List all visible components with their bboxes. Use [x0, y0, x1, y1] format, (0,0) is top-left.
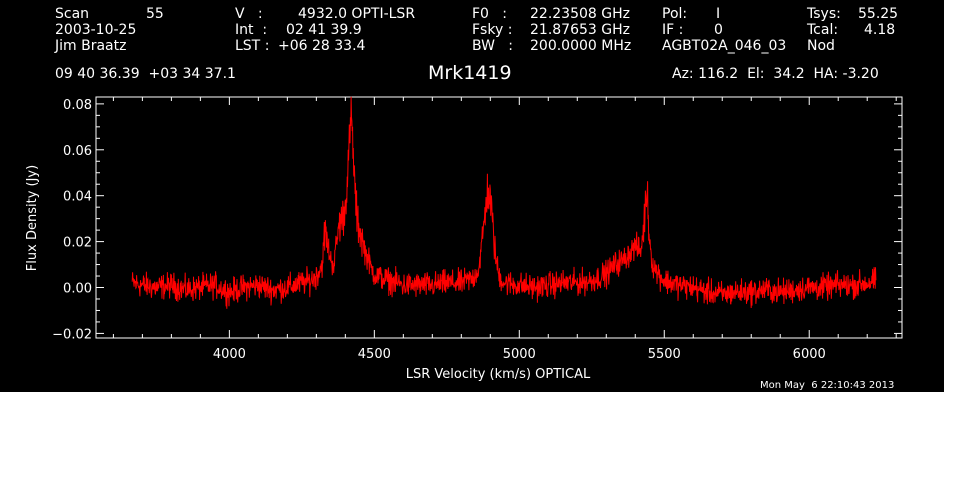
x-tick-label: 6000 — [793, 347, 826, 362]
polarization-value: I — [716, 6, 721, 22]
lst-label: LST : — [235, 38, 270, 54]
integration-label: Int : — [235, 22, 268, 38]
y-tick-label: 0.08 — [63, 98, 92, 113]
x-tick-label: 4000 — [213, 347, 246, 362]
x-tick-label: 5000 — [503, 347, 536, 362]
tsys-value: 55.25 — [858, 6, 899, 22]
plot-panel: Scan 55 V : 4932.0 OPTI-LSR F0 : 22.2350… — [0, 0, 944, 392]
y-tick-label: 0.06 — [63, 144, 92, 159]
x-tick-label: 5500 — [648, 347, 681, 362]
y-tick-label: 0.00 — [63, 282, 92, 297]
rest-frequency-label: F0 : — [472, 6, 508, 22]
x-tick-label: 4500 — [358, 347, 391, 362]
y-axis-label: Flux Density (Jy) — [25, 165, 40, 271]
y-axis-ticks: −0.02 0.00 0.02 0.04 0.06 0.08 — [52, 98, 902, 342]
lst-value: +06 28 33.4 — [278, 38, 366, 54]
velocity-label: V : — [235, 6, 263, 22]
if-label: IF : — [662, 22, 684, 38]
scan-value: 55 — [146, 6, 164, 22]
y-tick-label: 0.04 — [63, 190, 92, 205]
x-axis-ticks: 4000 4500 5000 5500 6000 — [112, 97, 897, 362]
sky-frequency-value: 21.87653 GHz — [530, 22, 630, 38]
source-name-title: Mrk1419 — [428, 62, 512, 84]
observation-date: 2003-10-25 — [55, 22, 137, 38]
y-tick-label: −0.02 — [52, 327, 92, 342]
tcal-value: 4.18 — [864, 22, 896, 38]
integration-value: 02 41 39.9 — [286, 22, 362, 38]
bandwidth-value: 200.0000 MHz — [530, 38, 632, 54]
polarization-label: Pol: — [662, 6, 688, 22]
scan-label: Scan — [55, 6, 90, 22]
velocity-value: 4932.0 OPTI-LSR — [298, 6, 416, 22]
timestamp: Mon May 6 22:10:43 2013 — [760, 380, 895, 391]
pointing-info: Az: 116.2 El: 34.2 HA: -3.20 — [672, 66, 879, 82]
if-value: 0 — [714, 22, 723, 38]
rest-frequency-value: 22.23508 GHz — [530, 6, 630, 22]
x-axis-label: LSR Velocity (km/s) OPTICAL — [406, 367, 591, 382]
sky-frequency-label: Fsky : — [472, 22, 513, 38]
spectrum-trace — [131, 96, 877, 309]
spectrum-chart: 4000 4500 5000 5500 6000 −0.02 0.00 0.02 0.04 0.… — [25, 96, 903, 382]
plot-frame — [95, 96, 903, 339]
observing-mode: Nod — [807, 38, 835, 54]
y-tick-label: 0.02 — [63, 236, 92, 251]
tsys-label: Tsys: — [807, 6, 841, 22]
tcal-label: Tcal: — [807, 22, 839, 38]
source-coordinates: 09 40 36.39 +03 34 37.1 — [55, 66, 236, 82]
observer-name: Jim Braatz — [55, 38, 127, 54]
project-id: AGBT02A_046_03 — [662, 38, 787, 54]
bandwidth-label: BW : — [472, 38, 514, 54]
